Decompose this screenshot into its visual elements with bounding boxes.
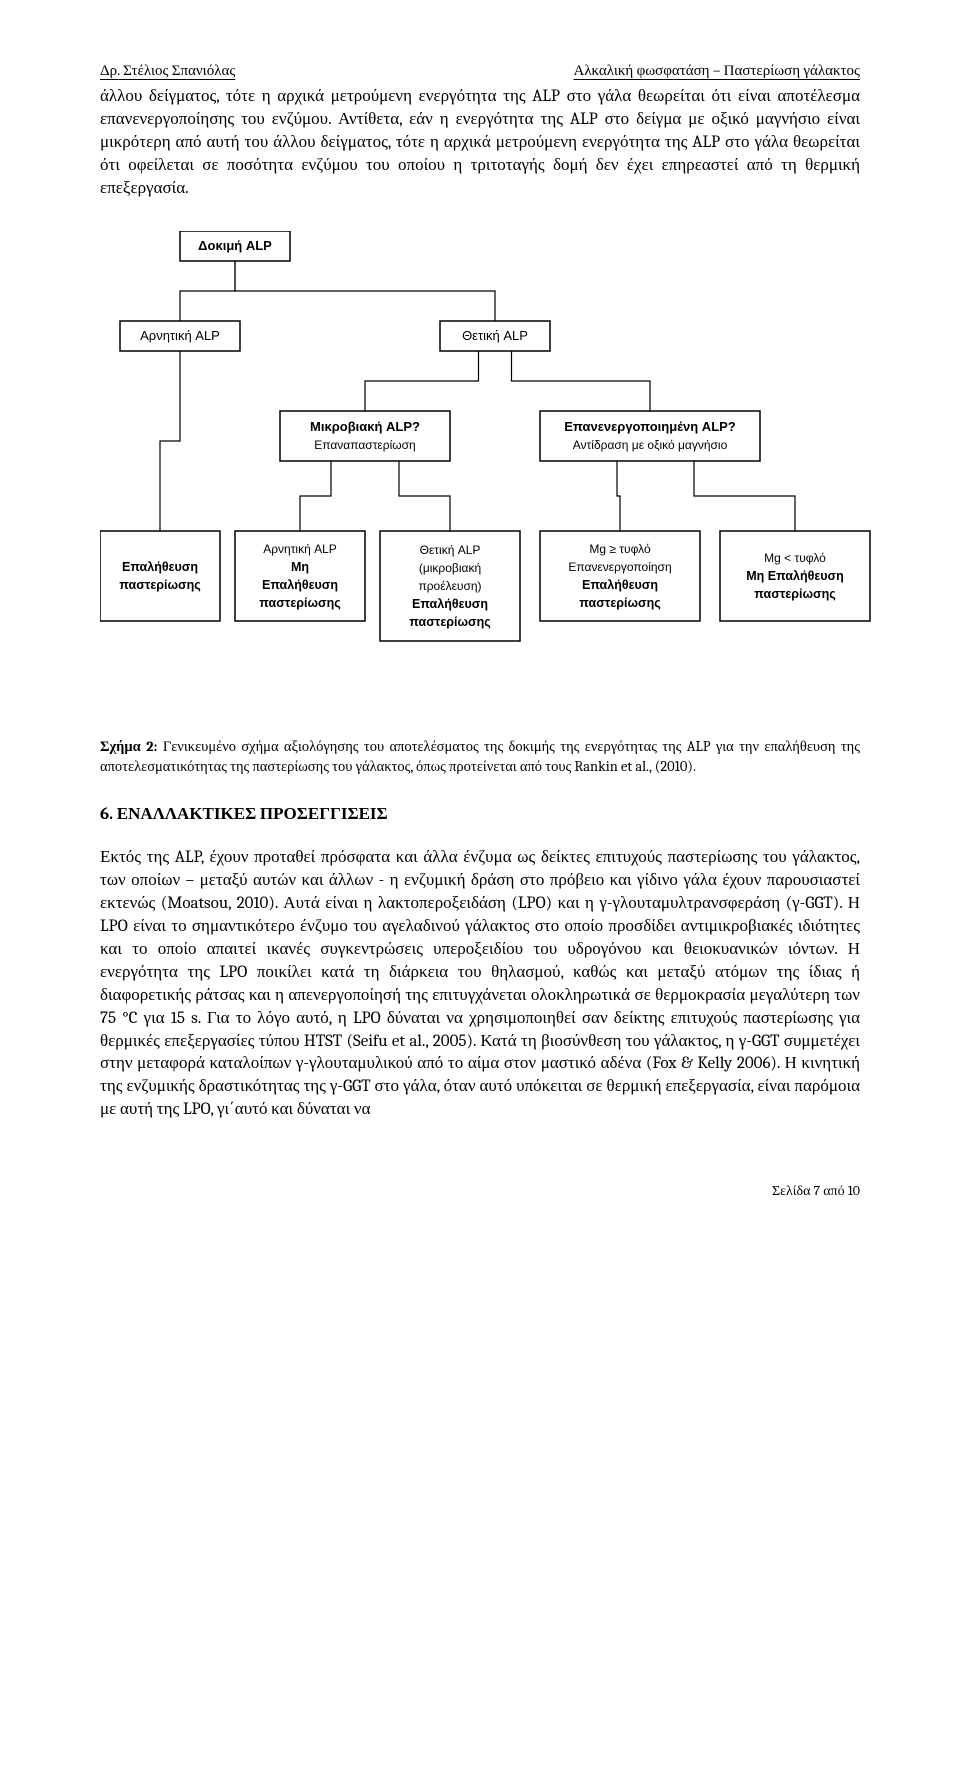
figure-caption: Σχήμα 2: Γενικευμένο σχήμα αξιολόγησης τ… [100,737,860,776]
svg-text:Μικροβιακή ALP?: Μικροβιακή ALP? [310,419,420,434]
flow-node-pos: Θετική ALP [440,321,550,351]
svg-text:Επανενεργοποίηση: Επανενεργοποίηση [568,560,671,574]
flow-node-b5: Mg < τυφλό Μη Επαλήθευση παστερίωσης [720,531,870,621]
flow-node-micro: Μικροβιακή ALP? Επαναπαστερίωση [280,411,450,461]
svg-text:Mg < τυφλό: Mg < τυφλό [764,551,826,565]
svg-text:Επαλήθευση: Επαλήθευση [122,560,198,574]
svg-text:Επαλήθευση: Επαλήθευση [582,578,658,592]
svg-text:Αντίδραση με οξικό μαγνήσιο: Αντίδραση με οξικό μαγνήσιο [573,438,728,452]
header-topic: Αλκαλική φωσφατάση – Παστερίωση γάλακτος [573,60,860,80]
svg-text:προέλευση): προέλευση) [418,579,481,593]
svg-text:παστερίωσης: παστερίωσης [579,596,660,610]
svg-text:(μικροβιακή: (μικροβιακή [419,561,481,575]
page-header: Δρ. Στέλιος Σπανιόλας Αλκαλική φωσφατάση… [100,60,860,80]
flow-node-b2: Αρνητική ALP Μη Επαλήθευση παστερίωσης [235,531,365,621]
svg-text:Επανενεργοποιημένη ALP?: Επανενεργοποιημένη ALP? [564,419,736,434]
header-author: Δρ. Στέλιος Σπανιόλας [100,60,235,80]
svg-text:παστερίωσης: παστερίωσης [259,596,340,610]
flow-node-root: Δοκιμή ALP [180,231,290,261]
section-6-heading: 6. ΕΝΑΛΛΑΚΤΙΚΕΣ ΠΡΟΣΕΓΓΙΣΕΙΣ [100,804,860,827]
svg-text:Αρνητική ALP: Αρνητική ALP [140,328,220,343]
page-footer: Σελίδα 7 από 10 [100,1182,860,1201]
flow-node-b1: Επαλήθευση παστερίωσης [100,531,220,621]
figure-caption-text: Γενικευμένο σχήμα αξιολόγησης του αποτελ… [100,738,860,775]
flow-node-b3: Θετική ALP (μικροβιακή προέλευση) Επαλήθευσ… [380,531,520,641]
body-paragraph-1: άλλου δείγματος, τότε η αρχικά μετρούμεν… [100,86,860,201]
svg-text:Επαλήθευση: Επαλήθευση [412,597,488,611]
svg-text:Μη Επαλήθευση: Μη Επαλήθευση [746,569,844,583]
svg-text:παστερίωσης: παστερίωσης [119,578,200,592]
svg-text:παστερίωσης: παστερίωσης [409,615,490,629]
flow-node-b4: Mg ≥ τυφλό Επανενεργοποίηση Επαλήθευση παστ… [540,531,700,621]
svg-text:Επαλήθευση: Επαλήθευση [262,578,338,592]
flow-node-react: Επανενεργοποιημένη ALP? Αντίδραση με οξικ… [540,411,760,461]
flow-node-neg: Αρνητική ALP [120,321,240,351]
svg-text:Μη: Μη [291,560,309,574]
svg-text:Mg ≥ τυφλό: Mg ≥ τυφλό [589,542,651,556]
svg-text:Δοκιμή ALP: Δοκιμή ALP [198,238,272,253]
svg-text:Θετική ALP: Θετική ALP [420,543,481,557]
alp-flowchart: Δοκιμή ALP Αρνητική ALP Θετική ALP Μικροβια… [100,231,860,701]
svg-text:Αρνητική ALP: Αρνητική ALP [263,542,337,556]
figure-caption-lead: Σχήμα 2: [100,738,157,755]
svg-text:παστερίωσης: παστερίωσης [754,587,835,601]
body-paragraph-2: Εκτός της ALP, έχουν προταθεί πρόσφατα κ… [100,847,860,1122]
svg-text:Θετική ALP: Θετική ALP [462,328,528,343]
svg-text:Επαναπαστερίωση: Επαναπαστερίωση [314,438,415,452]
